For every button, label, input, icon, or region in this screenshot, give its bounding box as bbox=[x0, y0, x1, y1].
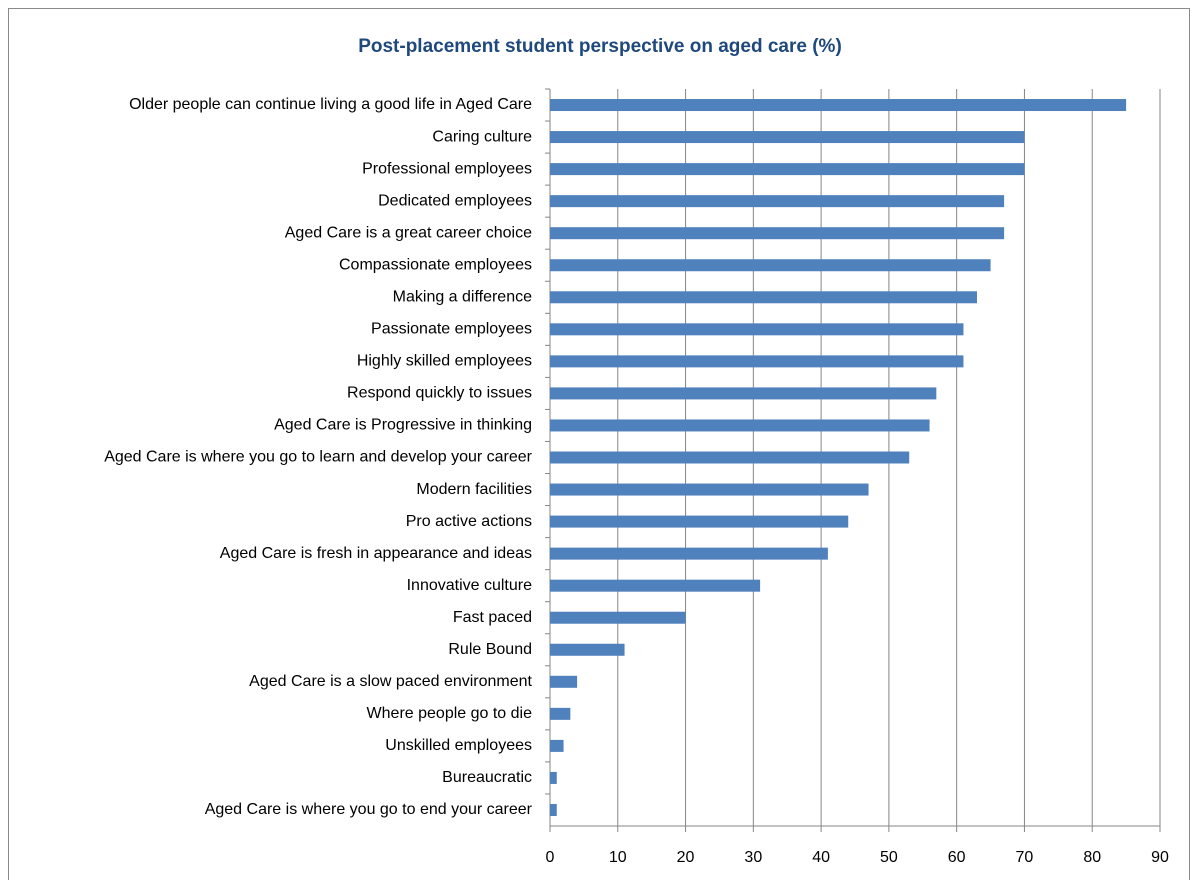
bar bbox=[550, 163, 1025, 176]
x-tick-label: 0 bbox=[546, 849, 555, 866]
x-tick-label: 90 bbox=[1151, 849, 1169, 866]
bar bbox=[550, 547, 828, 560]
bar bbox=[550, 803, 557, 816]
chart-title: Post-placement student perspective on ag… bbox=[358, 36, 842, 57]
x-tick-label: 80 bbox=[1083, 849, 1101, 866]
y-tick-label: Rule Bound bbox=[448, 641, 532, 658]
bar bbox=[550, 483, 869, 496]
bar bbox=[550, 291, 977, 304]
x-tick-label: 20 bbox=[677, 849, 695, 866]
bar bbox=[550, 451, 910, 464]
y-tick-label: Aged Care is where you go to learn and d… bbox=[104, 449, 532, 466]
bar bbox=[550, 579, 761, 592]
bar bbox=[550, 771, 557, 784]
bar bbox=[550, 259, 991, 272]
y-tick-label: Passionate employees bbox=[371, 321, 532, 338]
bar bbox=[550, 515, 849, 528]
y-tick-label: Innovative culture bbox=[407, 577, 533, 594]
y-tick-label: Where people go to die bbox=[367, 705, 533, 722]
bar bbox=[550, 643, 625, 656]
y-tick-label: Aged Care is a great career choice bbox=[285, 224, 532, 241]
bar bbox=[550, 323, 964, 336]
y-tick-label: Unskilled employees bbox=[385, 737, 532, 754]
y-tick-label: Highly skilled employees bbox=[357, 353, 532, 370]
y-tick-label: Older people can continue living a good … bbox=[129, 96, 532, 113]
y-tick-label: Aged Care is where you go to end your ca… bbox=[205, 801, 533, 818]
bar bbox=[550, 739, 564, 752]
bar bbox=[550, 707, 571, 720]
x-tick-label: 70 bbox=[1016, 849, 1034, 866]
y-tick-label: Compassionate employees bbox=[339, 256, 532, 273]
y-tick-label: Fast paced bbox=[453, 609, 532, 626]
y-tick-label: Bureaucratic bbox=[442, 769, 532, 786]
x-tick-label: 50 bbox=[880, 849, 898, 866]
bar bbox=[550, 227, 1005, 240]
x-tick-label: 30 bbox=[744, 849, 762, 866]
x-tick-label: 40 bbox=[812, 849, 830, 866]
bar bbox=[550, 419, 930, 432]
chart-frame bbox=[8, 8, 1190, 880]
y-tick-label: Professional employees bbox=[362, 160, 532, 177]
bar bbox=[550, 99, 1127, 112]
bar bbox=[550, 611, 686, 624]
bar bbox=[550, 131, 1025, 144]
bar bbox=[550, 675, 578, 688]
bar bbox=[550, 387, 937, 400]
y-tick-label: Aged Care is a slow paced environment bbox=[249, 673, 532, 690]
y-tick-label: Dedicated employees bbox=[378, 192, 532, 209]
x-tick-label: 10 bbox=[609, 849, 627, 866]
y-tick-label: Aged Care is Progressive in thinking bbox=[274, 417, 532, 434]
bar bbox=[550, 195, 1005, 208]
y-tick-label: Modern facilities bbox=[416, 481, 532, 498]
x-tick-label: 60 bbox=[948, 849, 966, 866]
y-tick-label: Aged Care is fresh in appearance and ide… bbox=[220, 545, 532, 562]
y-tick-label: Respond quickly to issues bbox=[347, 385, 532, 402]
y-tick-label: Pro active actions bbox=[406, 513, 532, 530]
y-tick-label: Caring culture bbox=[432, 128, 532, 145]
bar bbox=[550, 355, 964, 368]
y-tick-label: Making a difference bbox=[393, 289, 532, 306]
